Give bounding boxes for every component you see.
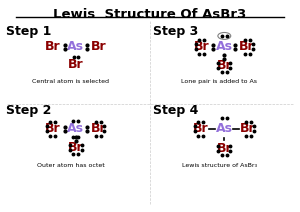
Text: Lone pair is added to As: Lone pair is added to As <box>182 79 257 84</box>
Text: Br: Br <box>240 122 256 135</box>
Text: Br: Br <box>194 40 209 53</box>
Text: As: As <box>67 122 84 135</box>
Text: Outer atom has octet: Outer atom has octet <box>37 163 105 168</box>
Text: Central atom is selected: Central atom is selected <box>32 79 109 84</box>
Text: Br: Br <box>91 40 106 53</box>
Text: Br: Br <box>239 40 255 53</box>
Text: Br: Br <box>68 141 83 154</box>
Text: Step 4: Step 4 <box>153 104 198 117</box>
Text: As: As <box>216 122 233 135</box>
Text: Br: Br <box>217 142 232 155</box>
Text: As: As <box>216 40 233 53</box>
Text: Step 3: Step 3 <box>153 25 198 38</box>
Text: Step 1: Step 1 <box>6 25 52 38</box>
Text: Lewis  Structure Of AsBr3: Lewis Structure Of AsBr3 <box>53 8 247 21</box>
Text: As: As <box>67 40 84 53</box>
Text: Lewis structure of AsBr₃: Lewis structure of AsBr₃ <box>182 163 257 168</box>
Text: Br: Br <box>45 122 61 135</box>
Text: Br: Br <box>193 122 208 135</box>
Text: Step 2: Step 2 <box>6 104 52 117</box>
Text: Br: Br <box>217 59 232 72</box>
Text: Br: Br <box>45 40 61 53</box>
Text: Br: Br <box>91 122 106 135</box>
Text: Br: Br <box>68 58 83 71</box>
